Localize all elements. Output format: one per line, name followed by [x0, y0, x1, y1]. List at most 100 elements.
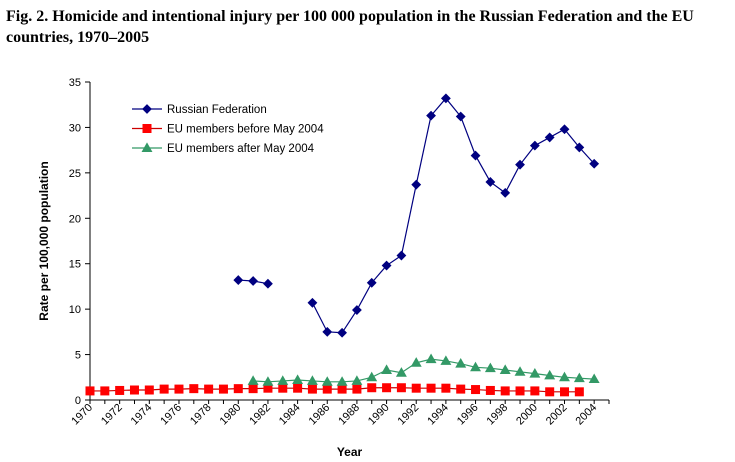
data-point — [233, 384, 243, 394]
data-point — [263, 278, 273, 289]
data-point — [589, 158, 600, 169]
data-point — [336, 376, 348, 386]
y-tick-label: 10 — [69, 304, 81, 316]
data-point — [322, 326, 333, 337]
data-point — [500, 386, 510, 396]
x-tick-label: 1982 — [247, 402, 273, 428]
data-point — [307, 384, 317, 394]
x-tick-label: 1978 — [188, 402, 214, 428]
data-point — [485, 177, 496, 187]
data-point — [233, 275, 244, 285]
chart-legend: Russian Federation EU members before May … — [132, 104, 324, 155]
legend-item-russian-federation: Russian Federation — [132, 104, 267, 116]
data-point — [396, 383, 406, 393]
data-point — [411, 383, 421, 393]
x-tick-label: 1974 — [129, 402, 155, 428]
data-point — [456, 384, 466, 394]
data-point — [366, 371, 378, 382]
data-point — [514, 366, 526, 376]
x-tick-label: 1970 — [69, 402, 95, 428]
chart-series — [85, 93, 600, 397]
data-point — [484, 362, 496, 373]
data-point — [529, 140, 540, 151]
data-point — [559, 124, 570, 135]
data-point — [499, 364, 511, 374]
data-point — [381, 260, 392, 271]
data-point — [471, 385, 481, 395]
data-point — [544, 132, 555, 143]
data-point — [278, 383, 288, 393]
y-tick-label: 30 — [69, 122, 81, 134]
x-tick-label: 1992 — [396, 402, 422, 428]
legend-label: Russian Federation — [167, 104, 267, 116]
data-point — [115, 385, 125, 395]
data-point — [204, 384, 214, 394]
y-tick-label: 35 — [69, 77, 81, 89]
data-point — [321, 376, 333, 386]
data-point — [85, 386, 95, 396]
series-line — [253, 358, 595, 383]
series-line — [90, 387, 580, 393]
data-point — [248, 276, 259, 286]
series-russian-federation — [233, 93, 600, 338]
data-point — [588, 373, 600, 384]
data-point — [218, 384, 228, 394]
data-point — [159, 384, 169, 394]
data-point — [382, 383, 392, 393]
x-tick-label: 1990 — [366, 402, 392, 428]
data-point — [129, 385, 139, 395]
legend-label: EU members before May 2004 — [167, 124, 324, 136]
x-tick-label: 1984 — [277, 402, 303, 428]
data-point — [441, 383, 451, 393]
series-eu-members-after-may-2004 — [247, 353, 600, 386]
data-point — [352, 305, 362, 315]
data-point — [440, 355, 452, 365]
data-point — [425, 353, 437, 364]
data-point — [337, 327, 347, 338]
legend-label: EU members after May 2004 — [167, 143, 315, 155]
data-point — [367, 383, 377, 393]
y-axis-ticks: 0 5 10 15 20 25 30 35 — [69, 77, 90, 407]
data-point — [470, 361, 482, 372]
x-tick-label: 1994 — [425, 402, 451, 428]
data-point — [248, 384, 258, 394]
data-point — [366, 277, 377, 288]
data-point — [455, 111, 466, 122]
data-point — [485, 385, 495, 395]
legend-marker — [142, 104, 152, 114]
legend-item-eu-members-before-may-2004: EU members before May 2004 — [132, 124, 324, 136]
x-tick-label: 1998 — [485, 402, 511, 428]
legend-marker — [141, 142, 153, 152]
data-point — [337, 384, 347, 394]
data-point — [189, 384, 199, 394]
series-eu-members-before-may-2004 — [85, 383, 584, 397]
data-point — [277, 375, 289, 385]
data-point — [247, 375, 259, 385]
data-point — [574, 142, 585, 153]
y-tick-label: 5 — [75, 350, 81, 362]
data-point — [174, 384, 184, 394]
figure-title: Fig. 2. Homicide and intentional injury … — [6, 8, 694, 46]
data-point — [381, 364, 393, 374]
data-point — [440, 93, 451, 104]
data-point — [292, 374, 304, 384]
data-point — [411, 179, 422, 190]
data-point — [100, 386, 110, 396]
x-tick-label: 1980 — [218, 402, 244, 428]
data-point — [426, 383, 436, 393]
data-point — [574, 387, 584, 397]
data-point — [262, 376, 274, 386]
data-point — [395, 367, 407, 377]
data-point — [144, 385, 154, 395]
x-tick-label: 1986 — [307, 402, 333, 428]
data-point — [455, 358, 467, 368]
data-point — [293, 383, 303, 393]
y-axis-title: Rate per 100,000 population — [37, 161, 51, 320]
data-point — [426, 110, 436, 121]
data-point — [544, 369, 556, 380]
x-axis-ticks: 1970 1972 1974 1976 1978 1980 1982 1984 1986 1988… — [69, 400, 610, 428]
data-point — [352, 384, 362, 394]
legend-item-eu-members-after-may-2004: EU members after May 2004 — [132, 142, 315, 155]
data-point — [560, 387, 570, 397]
